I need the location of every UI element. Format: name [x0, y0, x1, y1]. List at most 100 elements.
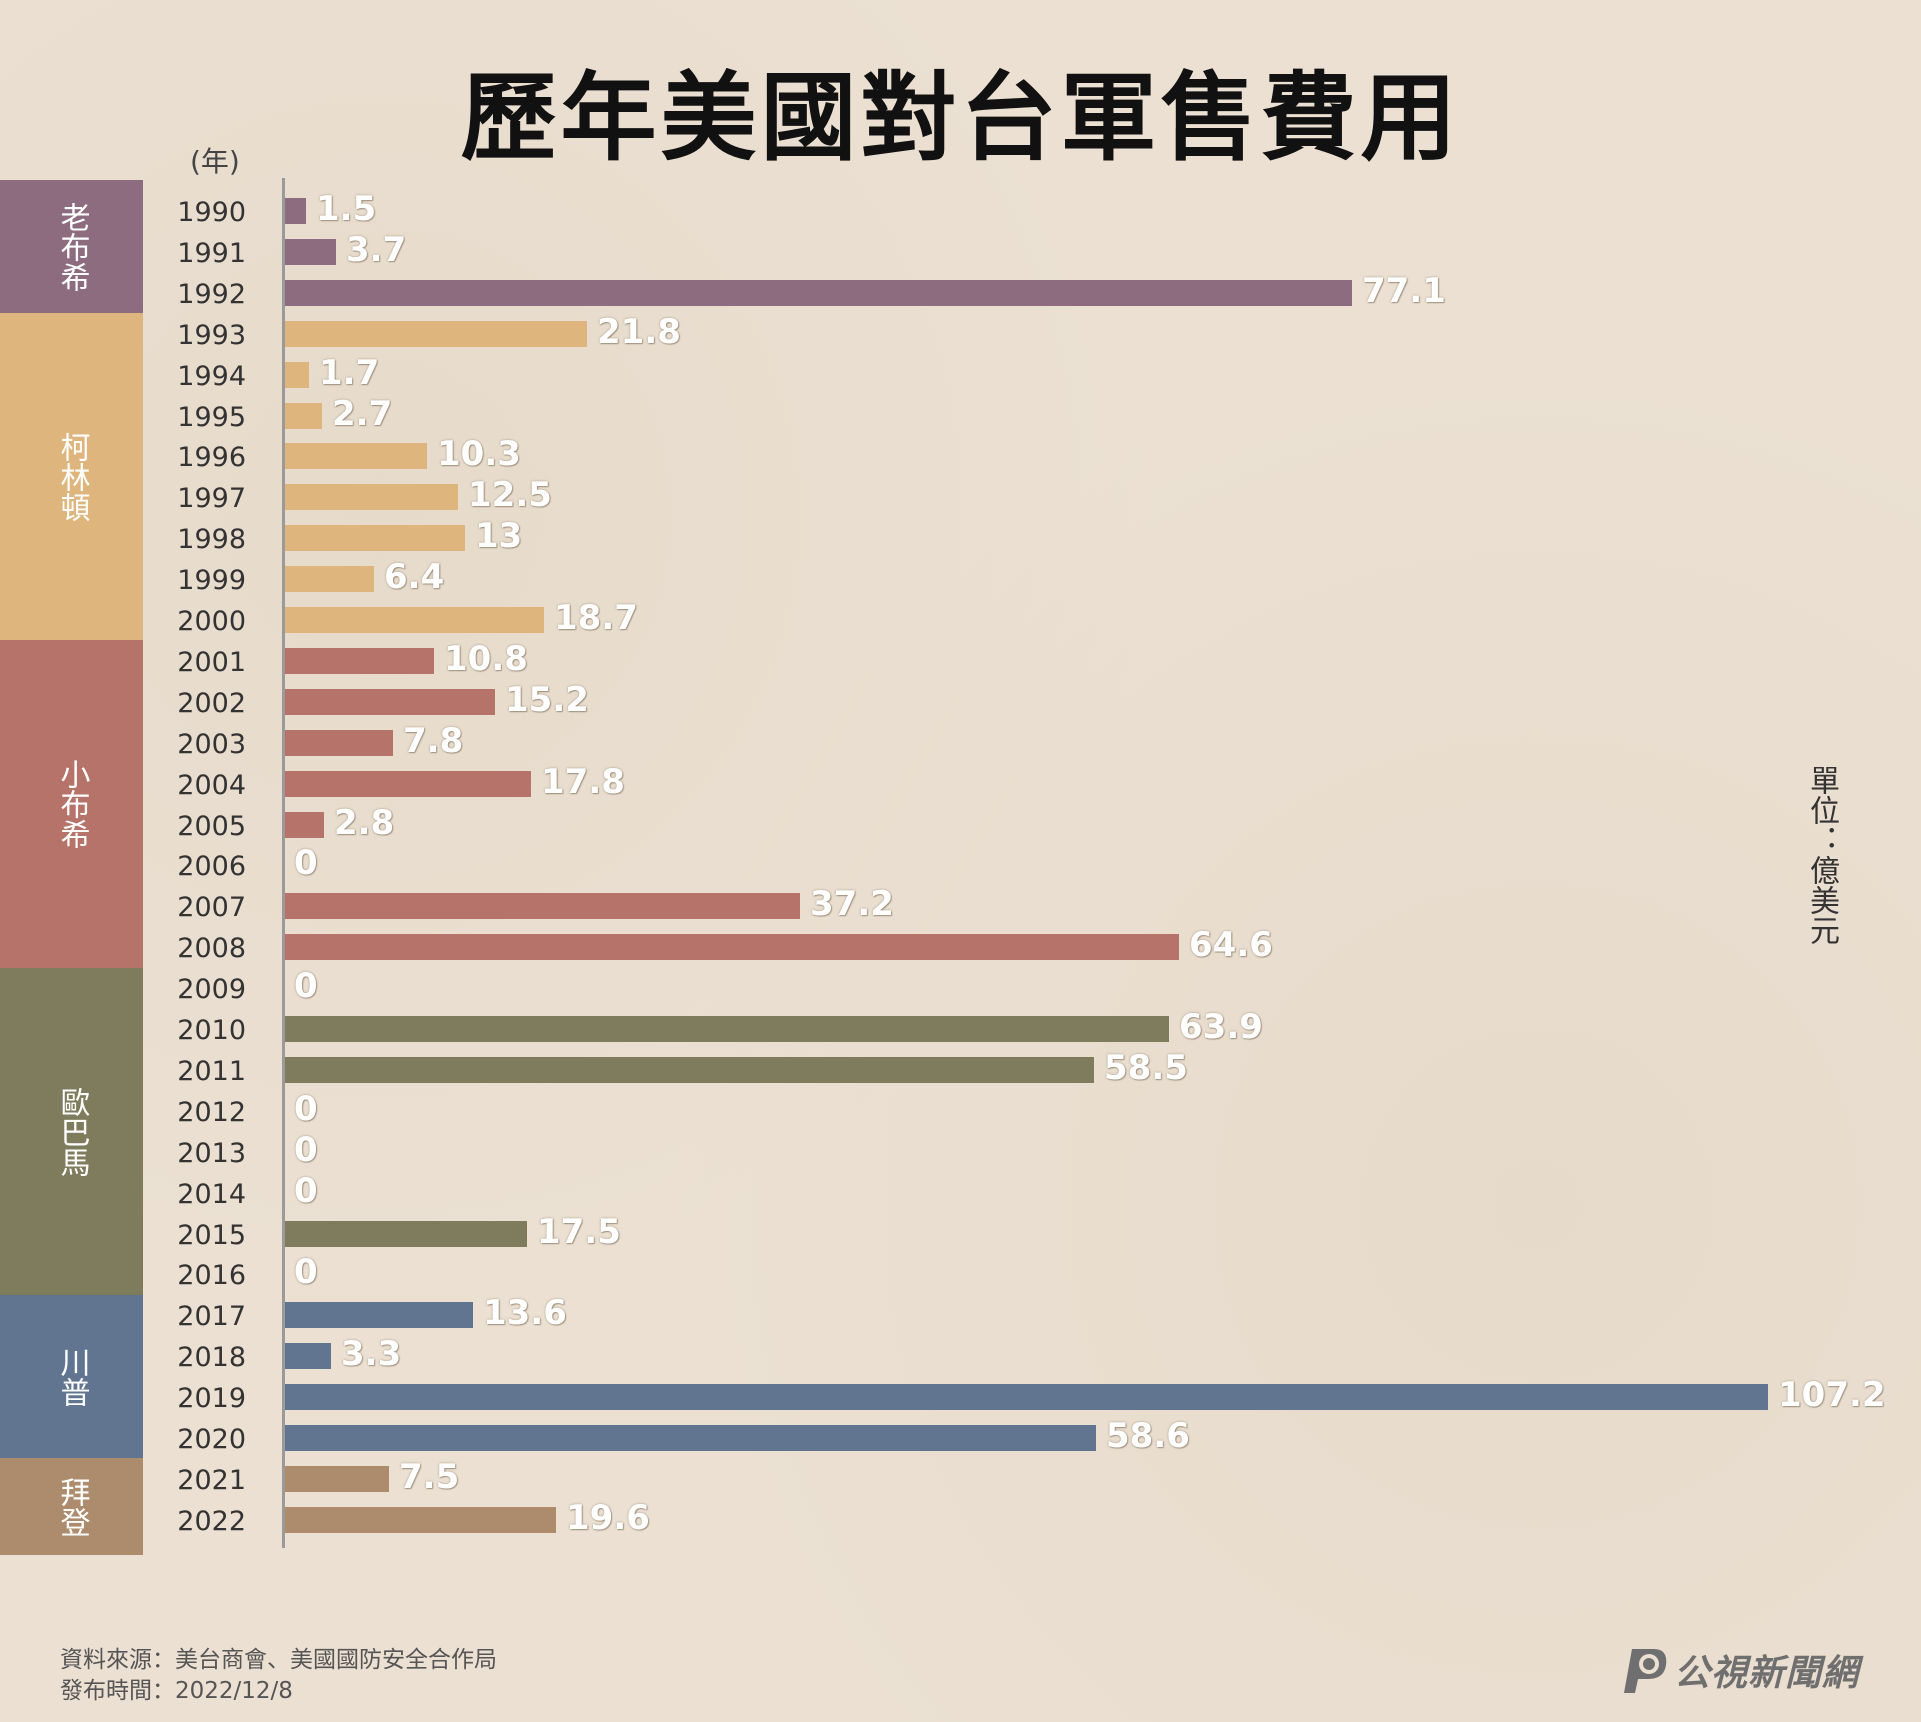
bar	[285, 280, 1352, 306]
pts-news-logo: 公視新聞網	[1618, 1644, 1859, 1696]
year-tick-label: 1997	[177, 483, 246, 514]
bar-value-label: 58.6	[1106, 1416, 1190, 1456]
source-note: 資料來源：美台商會、美國國防安全合作局	[60, 1647, 497, 1673]
year-tick-label: 2001	[177, 647, 246, 678]
year-tick-label: 2009	[177, 974, 246, 1005]
bar	[285, 1057, 1094, 1083]
year-tick-label: 2018	[177, 1342, 246, 1373]
bar-value-label: 13.6	[483, 1293, 567, 1333]
bar-value-label: 58.5	[1104, 1048, 1188, 1088]
president-block: 歐巴馬	[0, 968, 143, 1295]
publish-date: 發布時間：2022/12/8	[60, 1678, 293, 1704]
bar	[285, 443, 427, 469]
bar-value-label: 0	[294, 843, 318, 883]
bar	[285, 239, 336, 265]
bar	[285, 362, 309, 388]
president-name: 歐巴馬	[54, 1086, 90, 1177]
bar	[285, 1221, 527, 1247]
bar	[285, 1343, 331, 1369]
bar	[285, 689, 495, 715]
bar-value-label: 2.7	[332, 394, 393, 434]
bar	[285, 1425, 1096, 1451]
bar	[285, 321, 587, 347]
bar-value-label: 7.5	[399, 1457, 460, 1497]
year-tick-label: 2011	[177, 1056, 246, 1087]
bar-value-label: 1.7	[319, 353, 380, 393]
year-tick-label: 1990	[177, 197, 246, 228]
president-name: 拜登	[54, 1476, 90, 1537]
unit-note: 單位：億美元	[1804, 765, 1839, 945]
bar-value-label: 77.1	[1362, 271, 1446, 311]
year-tick-label: 2007	[177, 892, 246, 923]
president-block: 拜登	[0, 1458, 143, 1555]
bar-value-label: 63.9	[1179, 1007, 1263, 1047]
year-tick-label: 2000	[177, 606, 246, 637]
president-block: 柯林頓	[0, 313, 143, 640]
bar	[285, 934, 1179, 960]
year-tick-label: 1998	[177, 524, 246, 555]
year-tick-label: 1992	[177, 279, 246, 310]
bar	[285, 771, 531, 797]
chart-title: 歷年美國對台軍售費用	[460, 62, 1461, 174]
bar-value-label: 64.6	[1189, 925, 1273, 965]
bar-value-label: 15.2	[505, 680, 589, 720]
year-tick-label: 2012	[177, 1097, 246, 1128]
president-block: 老布希	[0, 180, 143, 313]
bar	[285, 1384, 1768, 1410]
president-name: 柯林頓	[54, 431, 90, 522]
bar	[285, 730, 393, 756]
bar-value-label: 12.5	[468, 475, 552, 515]
bar	[285, 198, 306, 224]
year-tick-label: 2015	[177, 1220, 246, 1251]
bar	[285, 484, 458, 510]
bar	[285, 812, 324, 838]
bar	[285, 525, 465, 551]
year-tick-label: 2021	[177, 1465, 246, 1496]
bar	[285, 1016, 1169, 1042]
bar-value-label: 17.8	[541, 762, 625, 802]
year-tick-label: 2019	[177, 1383, 246, 1414]
president-block: 小布希	[0, 640, 143, 968]
president-name: 川普	[54, 1346, 90, 1407]
bar-value-label: 13	[475, 516, 523, 556]
year-tick-label: 2010	[177, 1015, 246, 1046]
year-tick-label: 1995	[177, 402, 246, 433]
bar-value-label: 10.8	[444, 639, 528, 679]
year-tick-label: 2022	[177, 1506, 246, 1537]
bar	[285, 1466, 389, 1492]
bar	[285, 403, 322, 429]
bar	[285, 1302, 473, 1328]
bar	[285, 648, 434, 674]
bar-value-label: 2.8	[334, 803, 395, 843]
year-tick-label: 2004	[177, 770, 246, 801]
bar-value-label: 18.7	[554, 598, 638, 638]
year-tick-label: 2016	[177, 1260, 246, 1291]
president-name: 小布希	[54, 759, 90, 849]
bar-value-label: 0	[294, 1252, 318, 1292]
y-axis-line	[282, 178, 285, 1548]
year-tick-label: 2017	[177, 1301, 246, 1332]
bar-value-label: 37.2	[810, 884, 894, 924]
year-tick-label: 2013	[177, 1138, 246, 1169]
year-tick-label: 2020	[177, 1424, 246, 1455]
year-tick-label: 2002	[177, 688, 246, 719]
bar	[285, 1507, 556, 1533]
bar-value-label: 1.5	[316, 189, 377, 229]
bar	[285, 893, 800, 919]
bar-value-label: 19.6	[566, 1498, 650, 1538]
bar-value-label: 6.4	[384, 557, 445, 597]
bar-value-label: 3.3	[341, 1334, 402, 1374]
bar-value-label: 0	[294, 1171, 318, 1211]
year-tick-label: 1991	[177, 238, 246, 269]
bar-value-label: 0	[294, 1089, 318, 1129]
bar-value-label: 0	[294, 1130, 318, 1170]
year-tick-label: 1996	[177, 442, 246, 473]
bar	[285, 607, 544, 633]
year-tick-label: 2003	[177, 729, 246, 760]
year-tick-label: 2005	[177, 811, 246, 842]
pts-logo-icon	[1618, 1645, 1670, 1695]
bar-value-label: 10.3	[437, 434, 521, 474]
president-block: 川普	[0, 1295, 143, 1458]
year-tick-label: 1993	[177, 320, 246, 351]
bar-value-label: 3.7	[346, 230, 407, 270]
